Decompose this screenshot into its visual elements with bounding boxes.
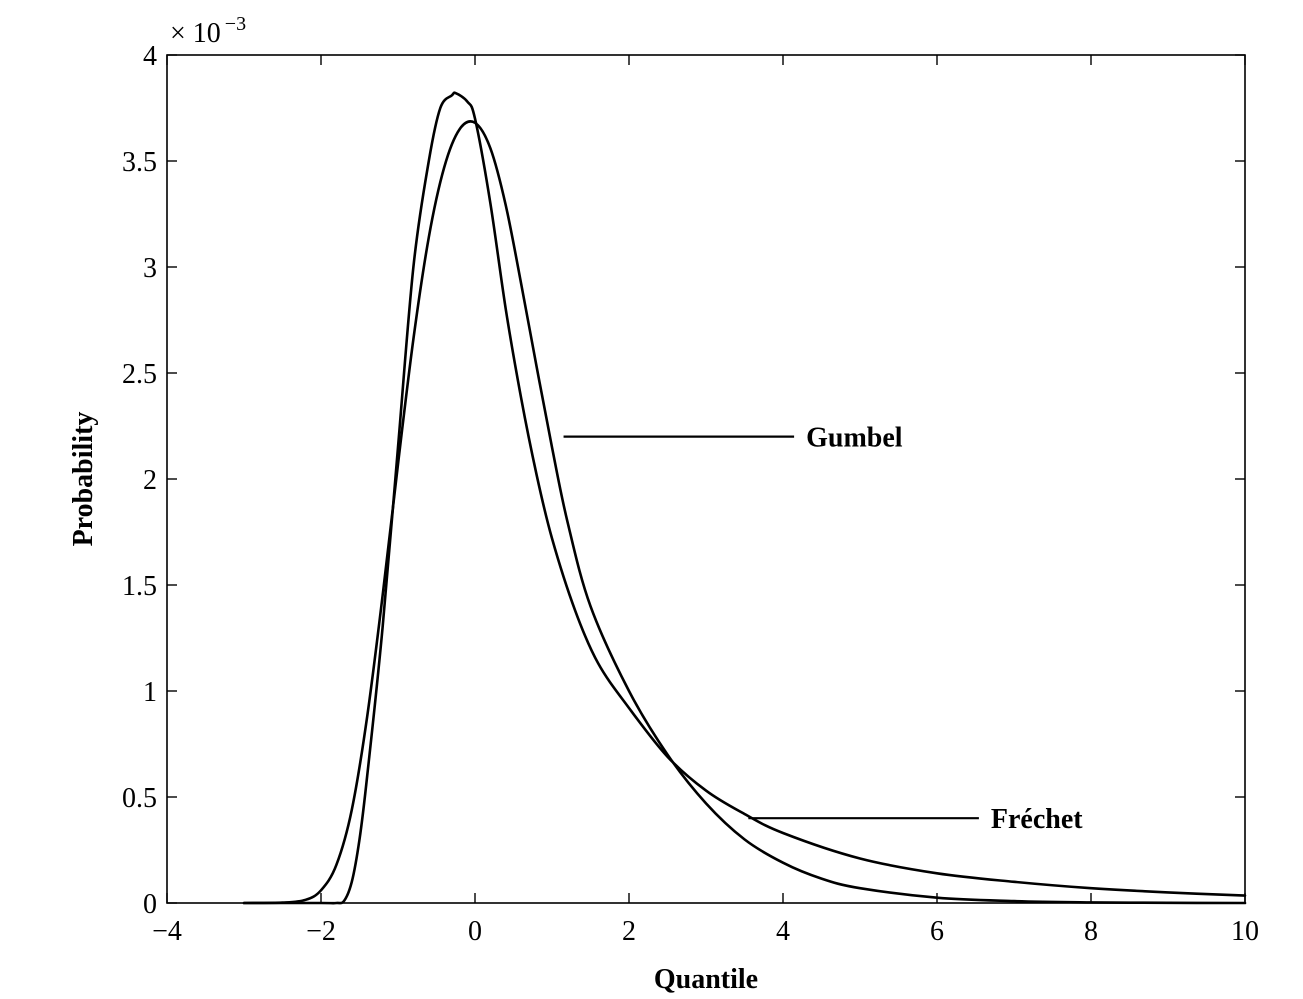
x-tick-label: −4	[152, 916, 182, 947]
y-multiplier-base: × 10	[170, 18, 221, 49]
y-tick-label: 3	[143, 253, 157, 284]
y-tick-label: 0	[143, 889, 157, 920]
plot-area	[166, 54, 1246, 904]
series-layer	[242, 91, 1247, 905]
series-line-frchet	[242, 91, 1247, 905]
curve-labels: Gumbel Fréchet	[563, 423, 1083, 835]
y-tick-label: 1	[143, 677, 157, 708]
series-label-frchet: Fréchet	[991, 804, 1083, 835]
y-tick-label: 3.5	[122, 147, 157, 178]
series-label-gumbel: Gumbel	[806, 423, 903, 454]
x-tick-label: 2	[622, 916, 636, 947]
x-tick-label: 10	[1231, 916, 1259, 947]
x-tick-label: 6	[930, 916, 944, 947]
y-axis-title: Probability	[68, 412, 99, 547]
series-line-gumbel	[242, 120, 1247, 905]
x-axis-ticks: −4 −2 0 2 4 6 8 10	[152, 55, 1259, 947]
x-tick-label: 0	[468, 916, 482, 947]
y-tick-label: 4	[143, 41, 157, 72]
x-tick-label: 4	[776, 916, 790, 947]
y-axis-multiplier: × 10 −3	[170, 13, 246, 49]
x-tick-label: 8	[1084, 916, 1098, 947]
y-multiplier-exponent: −3	[225, 13, 246, 35]
y-tick-label: 0.5	[122, 783, 157, 814]
y-axis-ticks: 0 0.5 1 1.5 2 2.5 3 3.5 4	[122, 41, 1245, 920]
y-tick-label: 2	[143, 465, 157, 496]
y-tick-label: 2.5	[122, 359, 157, 390]
y-tick-label: 1.5	[122, 571, 157, 602]
x-tick-label: −2	[306, 916, 336, 947]
x-axis-title: Quantile	[654, 964, 758, 995]
